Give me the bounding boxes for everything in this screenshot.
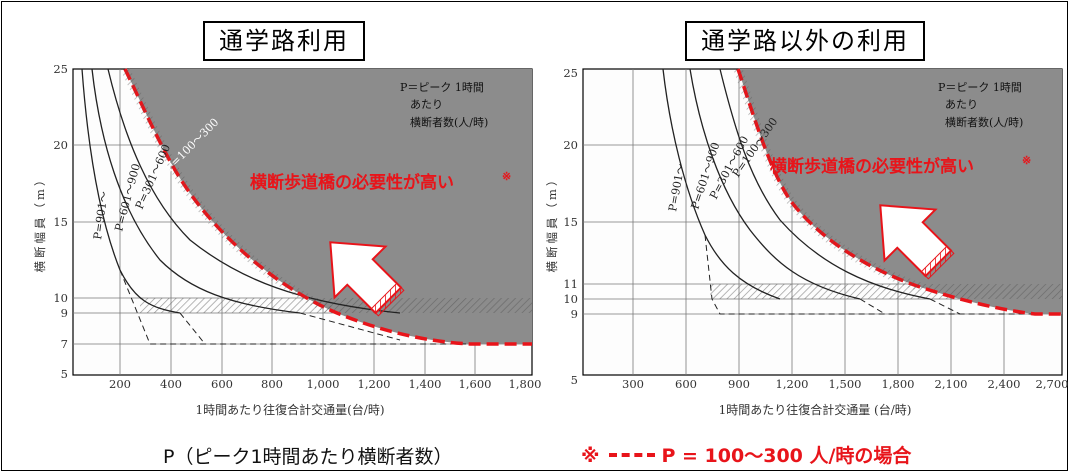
y-ticks-left: 5 7 9 10 15 20 25 — [53, 62, 68, 381]
x-tick: 800 — [261, 377, 283, 391]
x-tick: 900 — [728, 377, 750, 391]
x-tick: 600 — [675, 377, 697, 391]
y-tick: 20 — [563, 138, 578, 152]
curve-301-600-right — [719, 68, 931, 300]
x-tick: 2,700 — [1036, 377, 1069, 391]
y-tick: 15 — [53, 215, 68, 229]
arrow-right — [879, 204, 955, 280]
x-axis-label-left: 1時間あたり往復合計交通量(台/時) — [195, 402, 384, 417]
x-tick: 1,200 — [776, 377, 809, 391]
y-tick: 9 — [571, 307, 578, 321]
zone-label-right: 横断歩道橋の必要性が高い — [770, 156, 974, 177]
curve-901-left — [81, 68, 181, 314]
legend-note-line: あたり — [945, 98, 978, 111]
x-tick: 1,800 — [509, 377, 542, 391]
x-tick: 200 — [109, 377, 131, 391]
y-tick: 10 — [53, 291, 68, 305]
y-tick: 20 — [53, 138, 68, 152]
dash-ext-3-left — [119, 269, 470, 345]
chart-right: 300 600 900 1,200 1,500 1,800 2,100 2,40… — [545, 66, 1068, 417]
y-tick: 25 — [53, 62, 68, 76]
curve-601-900-right — [689, 68, 861, 300]
legend-note-line: 横断者数(人/時) — [945, 115, 1023, 129]
y-axis-label-left: 横断幅員（m） — [33, 172, 47, 273]
x-tick: 1,200 — [358, 377, 391, 391]
chart-left: 200 400 600 800 1,000 1,200 1,400 1,600 … — [33, 62, 541, 417]
legend-note-line: あたり — [410, 98, 443, 111]
zone-high-need-right — [738, 69, 1062, 314]
footer-red-text: P = 100～300 人/時の場合 — [661, 445, 912, 467]
y-tick: 11 — [563, 277, 578, 291]
x-axis-label-right: 1時間あたり往復合計交通量 (台/時) — [719, 402, 912, 417]
legend-note-line: 横断者数(人/時) — [410, 115, 488, 129]
y-tick: 15 — [563, 215, 578, 229]
footer-red-legend: ※ P = 100～300 人/時の場合 — [581, 441, 911, 468]
x-tick: 1,500 — [829, 377, 862, 391]
y-tick: 25 — [563, 66, 578, 80]
curve-901-right — [662, 68, 781, 300]
curve-601-900-left — [91, 68, 301, 314]
dash-ext-2-left — [179, 312, 206, 345]
title-school-route: 通学路利用 — [203, 21, 365, 61]
zone-label-left: 横断歩道橋の必要性が高い — [250, 172, 454, 193]
x-tick: 1,000 — [307, 377, 340, 391]
footer-mark: ※ — [581, 445, 600, 467]
band-10-11-right — [710, 284, 1062, 299]
x-ticks-right: 300 600 900 1,200 1,500 1,800 2,100 2,40… — [622, 377, 1068, 391]
y-tick: 5 — [571, 373, 578, 387]
x-tick: 1,400 — [409, 377, 442, 391]
legend-note-line: P＝ピーク 1時間 — [400, 81, 484, 94]
y-axis-label-right: 横断幅員（m） — [545, 172, 559, 273]
x-tick: 300 — [622, 377, 644, 391]
y-ticks-right: 5 9 10 11 15 20 25 — [563, 66, 578, 387]
red-dash-legend-icon — [609, 452, 656, 457]
x-tick: 400 — [160, 377, 182, 391]
zone-mark-right: ※ — [1022, 154, 1031, 167]
legend-note-right: P＝ピーク 1時間 あたり 横断者数(人/時) — [938, 81, 1023, 129]
arrow-left — [329, 241, 405, 317]
x-tick: 1,800 — [882, 377, 915, 391]
x-ticks-left: 200 400 600 800 1,000 1,200 1,400 1,600 … — [109, 377, 541, 391]
legend-note-left: P＝ピーク 1時間 あたり 横断者数(人/時) — [400, 81, 488, 129]
x-tick: 2,100 — [935, 377, 968, 391]
y-tick: 9 — [61, 306, 68, 320]
zone-mark-left: ※ — [502, 170, 511, 183]
y-tick: 7 — [61, 337, 68, 351]
zone-high-need-left — [125, 69, 532, 344]
footer-p-definition: P（ピーク1時間あたり横断者数） — [163, 446, 453, 468]
x-tick: 1,600 — [459, 377, 492, 391]
x-tick: 600 — [211, 377, 233, 391]
y-tick: 5 — [61, 367, 68, 381]
dash-ext-1-left — [299, 312, 401, 341]
legend-note-line: P＝ピーク 1時間 — [938, 81, 1022, 94]
x-tick: 2,400 — [988, 377, 1021, 391]
y-tick: 10 — [563, 292, 578, 306]
dash-ext-3-right — [704, 234, 1035, 315]
dash-ext-2-right — [859, 298, 886, 315]
title-non-school-route: 通学路以外の利用 — [685, 21, 925, 61]
dash-ext-1-right — [929, 298, 961, 315]
curve-301-600-left — [107, 68, 401, 314]
